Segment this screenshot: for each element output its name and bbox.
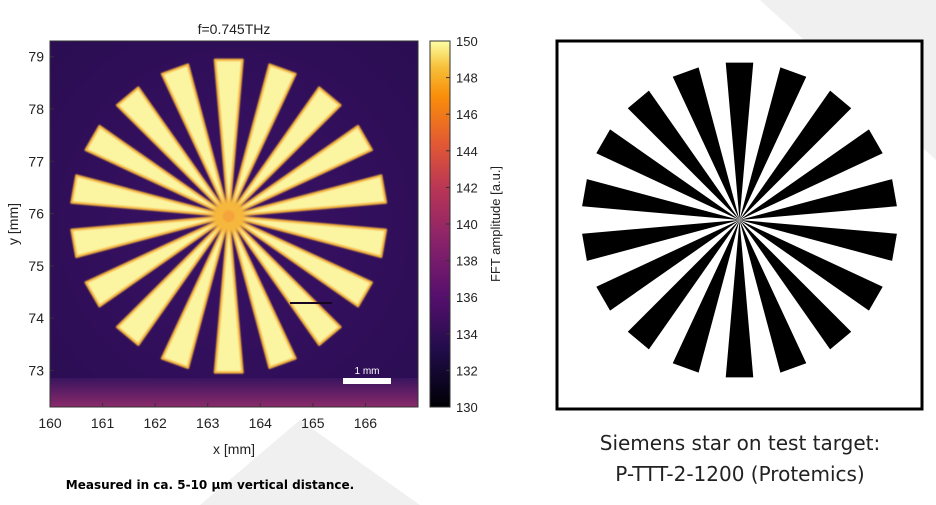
- colorbar: 130 132 134 136 138 140 142 144 146 148 150 FFT am…: [429, 34, 503, 415]
- y-tick-label: 73: [28, 362, 44, 378]
- y-tick-label: 78: [28, 101, 44, 117]
- plot-frame: [49, 40, 419, 408]
- x-tick-label: 166: [354, 415, 378, 431]
- colorbar-tick-label: 142: [456, 180, 478, 195]
- colorbar-tick-label: 136: [456, 290, 478, 305]
- heatmap-star: [70, 58, 388, 374]
- reference-spoke: [739, 220, 897, 261]
- target-caption-line1: Siemens star on test target:: [599, 431, 881, 455]
- heatmap-spoke: [227, 214, 388, 259]
- reference-spoke: [739, 179, 897, 220]
- heatmap-spoke: [213, 214, 244, 374]
- reference-spoke: [627, 220, 740, 350]
- heatmap-spoke: [227, 214, 342, 346]
- x-tick-label: 164: [249, 415, 273, 431]
- heatmap-spoke: [70, 214, 230, 259]
- x-tick-label: 165: [301, 415, 325, 431]
- reference-spoke: [596, 220, 740, 311]
- reference-spoke: [596, 129, 740, 220]
- y-tick-label: 74: [28, 310, 44, 326]
- colorbar-tick-label: 134: [456, 327, 478, 342]
- colorbar-tick-label: 144: [456, 144, 478, 159]
- scalebar-bar: [343, 378, 391, 384]
- heatmap-spoke: [227, 214, 373, 308]
- colorbar-tick-label: 130: [456, 400, 478, 415]
- heatmap-spoke: [84, 124, 230, 218]
- heatmap-spoke: [227, 86, 342, 218]
- scalebar: 1 mm: [343, 366, 391, 384]
- colorbar-ticks: 130 132 134 136 138 140 142 144 146 148 150: [446, 34, 478, 415]
- reference-spoke: [739, 220, 852, 350]
- y-axis-label: y [mm]: [5, 203, 21, 245]
- heatmap-spoke: [227, 174, 388, 218]
- heatmap-spoke: [160, 214, 230, 369]
- heatmap-center: [222, 210, 235, 223]
- reference-spoke: [672, 67, 740, 220]
- colorbar-tick-label: 138: [456, 254, 478, 269]
- x-axis-label: x [mm]: [213, 441, 255, 457]
- reference-star-panel: [555, 39, 924, 411]
- x-tick-label: 163: [196, 415, 220, 431]
- reference-spoke: [582, 179, 740, 220]
- heatmap-spoke: [70, 174, 230, 218]
- heatmap-spoke: [227, 124, 373, 218]
- reference-spoke: [739, 220, 807, 373]
- x-tick-label: 162: [143, 415, 167, 431]
- chart-title: f=0.745THz: [198, 21, 271, 37]
- heatmap-spoke: [227, 63, 297, 218]
- reference-spoke: [739, 90, 852, 220]
- heatmap-spoke: [213, 58, 244, 218]
- x-tick-label: 160: [38, 415, 62, 431]
- reference-star: [582, 62, 897, 378]
- heatmap-plot: 1 mm f=0.745THz 160 161 162 163 164 165 166 73…: [5, 21, 419, 457]
- heatmap-spoke: [227, 214, 297, 369]
- heatmap-spoke: [115, 214, 230, 346]
- reference-spoke: [725, 62, 754, 220]
- reference-spoke: [739, 129, 883, 220]
- reference-spoke: [582, 220, 740, 261]
- colorbar-tick-label: 140: [456, 217, 478, 232]
- reference-spoke: [725, 220, 754, 378]
- colorbar-tick-label: 146: [456, 107, 478, 122]
- reference-spoke: [739, 220, 883, 311]
- y-axis: 73 74 75 76 77 78 79: [28, 49, 54, 378]
- scalebar-label: 1 mm: [355, 366, 380, 377]
- reference-spoke: [739, 67, 807, 220]
- measurement-caption: Measured in ca. 5-10 µm vertical distanc…: [65, 478, 355, 492]
- heatmap-spoke: [115, 86, 230, 218]
- heatmap-spoke: [160, 63, 230, 218]
- target-caption-line2: P-TTT-2-1200 (Protemics): [615, 462, 865, 486]
- heatmap-spoke: [84, 214, 230, 308]
- y-tick-label: 75: [28, 258, 44, 274]
- reference-spoke: [627, 90, 740, 220]
- reference-spoke: [672, 220, 740, 373]
- colorbar-tick-label: 132: [456, 363, 478, 378]
- x-axis: 160 161 162 163 164 165 166: [38, 403, 377, 431]
- y-tick-label: 76: [28, 206, 44, 222]
- x-tick-label: 161: [91, 415, 115, 431]
- y-tick-label: 77: [28, 153, 44, 169]
- y-tick-label: 79: [28, 49, 44, 65]
- colorbar-tick-label: 150: [456, 34, 478, 49]
- colorbar-label: FFT amplitude [a.u.]: [488, 166, 503, 282]
- colorbar-tick-label: 148: [456, 71, 478, 86]
